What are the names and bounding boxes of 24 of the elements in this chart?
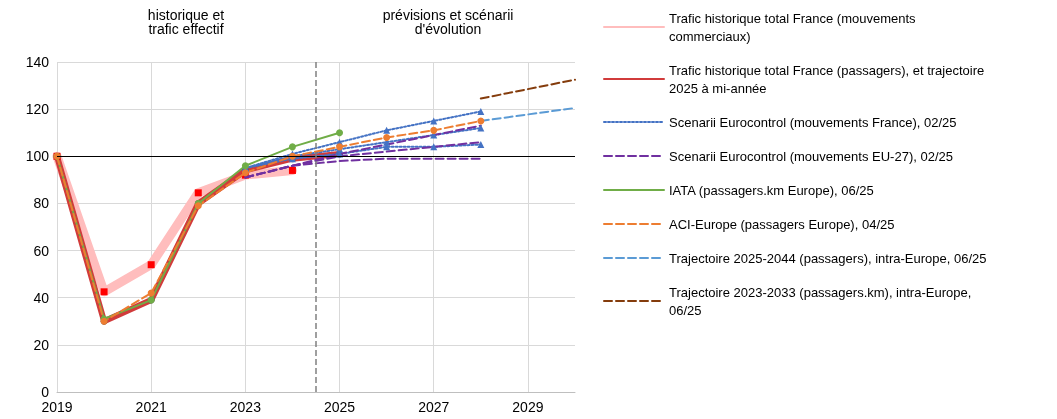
y-tick-label: 80 xyxy=(33,195,50,212)
legend-label: Scenarii Eurocontrol (mouvements EU-27), 02/25 xyxy=(669,148,953,164)
y-tick-label: 40 xyxy=(33,289,50,306)
y-tick-label: 20 xyxy=(33,336,50,353)
legend-label: ACI-Europe (passagers Europe), 04/25 xyxy=(669,216,895,232)
legend-label: Trajectoire 2023-2033 (passagers.km), intra-Europe, 06/25 xyxy=(669,284,975,318)
x-tick-label: 2029 xyxy=(512,399,544,415)
legend-label: Scenarii Eurocontrol (mouvements France), 02/25 xyxy=(669,114,957,130)
legend-label: Trajectoire 2025-2044 (passagers), intra-Europe, 06/25 xyxy=(669,250,987,266)
y-tick-label: 120 xyxy=(25,101,50,118)
legend-label: Trafic historique total France (passagers), et trajectoire 2025 à mi-année xyxy=(669,62,988,96)
x-tick-label: 2023 xyxy=(229,399,262,415)
y-tick-label: 0 xyxy=(41,384,50,400)
legend-label: Trafic historique total France (mouvements commerciaux) xyxy=(669,10,920,44)
x-tick-label: 2025 xyxy=(323,399,356,415)
x-tick-label: 2019 xyxy=(41,399,73,415)
x-tick-label: 2027 xyxy=(418,399,450,415)
y-tick-label: 60 xyxy=(33,242,50,259)
text: historique et trafic effectif xyxy=(147,7,225,37)
text: prévisions et scénarii d'évolution xyxy=(382,7,514,37)
x-tick-label: 2021 xyxy=(135,399,167,415)
legend-label: IATA (passagers.km Europe), 06/25 xyxy=(669,182,874,198)
y-tick-label: 100 xyxy=(25,148,50,165)
y-tick-label: 140 xyxy=(25,54,50,70)
